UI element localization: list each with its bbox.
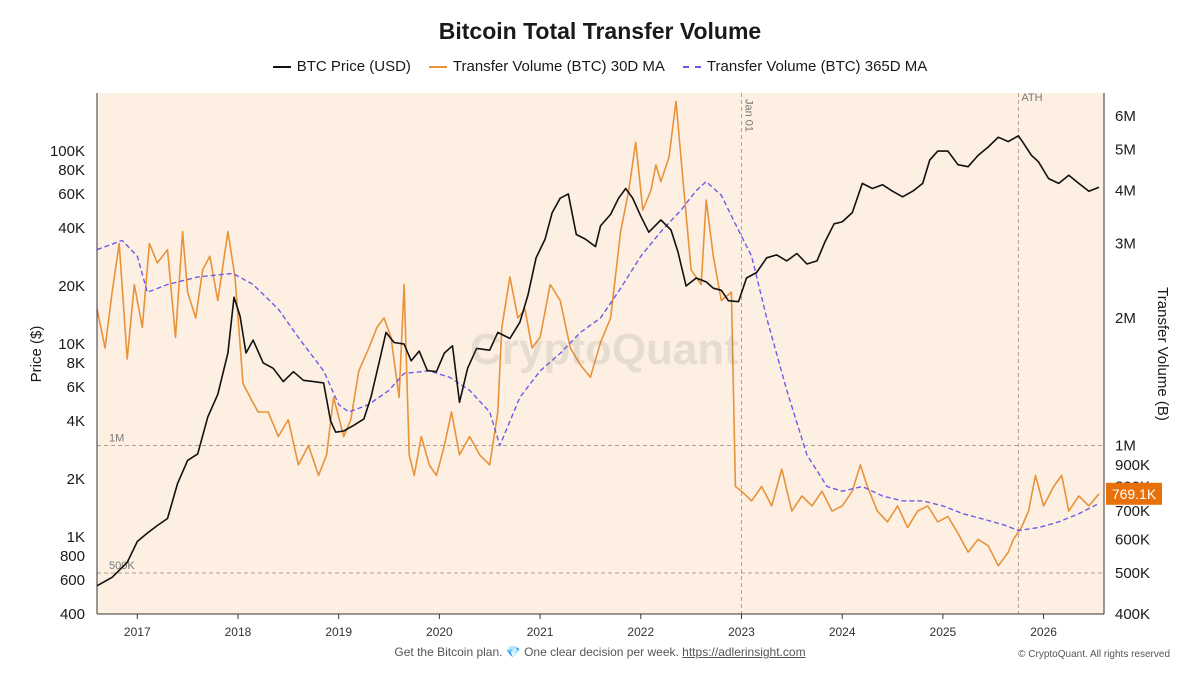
x-tick-label-2: 2019 (325, 625, 352, 639)
x-tick-label-6: 2023 (728, 625, 755, 639)
current-value-badge (1106, 482, 1162, 505)
reference-line-label-0: 1M (109, 433, 124, 445)
reference-line-label-1: 500K (109, 560, 135, 572)
plot-background (97, 93, 1104, 614)
y-tick-label-8: 10K (58, 336, 85, 353)
y-tick-label-13: 100K (50, 143, 85, 160)
y2-tick-label-7: 2M (1115, 310, 1136, 327)
series-line-2 (96, 180, 1100, 532)
y-axis-label: Price ($) (28, 326, 45, 383)
x-tick-label-7: 2024 (829, 625, 856, 639)
legend-item-btc-price[interactable]: BTC Price (USD) (272, 58, 411, 75)
chart-legend: BTC Price (USD) Transfer Volume (BTC) 30… (0, 58, 1200, 75)
x-tick-label-0: 2017 (124, 625, 151, 639)
y-tick-label-7: 8K (67, 355, 85, 372)
series-line-0 (96, 135, 1100, 587)
y-tick-label-10: 40K (58, 220, 85, 237)
y-tick-label-11: 60K (58, 186, 85, 203)
y-tick-label-6: 6K (67, 379, 85, 396)
footer-link[interactable]: https://adlerinsight.com (682, 645, 806, 659)
vertical-marker-label-0: Jan 01 (742, 99, 754, 132)
chart-title: Bitcoin Total Transfer Volume (438, 18, 762, 44)
y-tick-label-1: 600 (60, 572, 85, 589)
legend-label-volume-365d: Transfer Volume (BTC) 365D MA (706, 58, 928, 75)
x-tick-label-1: 2018 (225, 625, 252, 639)
legend-label-volume-30d: Transfer Volume (BTC) 30D MA (452, 58, 665, 75)
y-tick-label-0: 400 (60, 606, 85, 623)
copyright-notice: © CryptoQuant. All rights reserved (1018, 649, 1170, 660)
legend-swatch-volume-365d (682, 65, 701, 68)
axes: 2017 2018 2019 2020 2021 2022 2023 2024 2025 2026… (50, 93, 1162, 639)
x-tick-label-4: 2021 (527, 625, 554, 639)
x-tick-label-9: 2026 (1030, 625, 1057, 639)
x-tick-label-5: 2022 (627, 625, 654, 639)
reference-lines: 1M 500K Jan 01 ATH (97, 92, 1104, 614)
y2-tick-label-3: 700K (1115, 503, 1150, 520)
x-tick-label-8: 2025 (930, 625, 957, 639)
legend-label-btc-price: BTC Price (USD) (296, 58, 411, 75)
y2-tick-label-8: 3M (1115, 235, 1136, 252)
y2-axis-label: Transfer Volume (B) (1154, 287, 1171, 421)
legend-item-volume-365d[interactable]: Transfer Volume (BTC) 365D MA (682, 58, 928, 75)
legend-swatch-btc-price (272, 65, 291, 68)
y-tick-label-4: 2K (67, 471, 85, 488)
series-lines (96, 100, 1100, 587)
y2-tick-label-5: 900K (1115, 457, 1150, 474)
y2-tick-label-11: 6M (1115, 108, 1136, 125)
footer-note: Get the Bitcoin plan. 💎 One clear decisi… (0, 645, 1200, 659)
y-tick-label-2: 800 (60, 548, 85, 565)
y-tick-label-5: 4K (67, 413, 85, 430)
y2-tick-label-0: 400K (1115, 606, 1150, 623)
watermark-logo: CryptoQuant (470, 325, 739, 374)
current-value-badge-label: 769.1K (1112, 486, 1157, 502)
legend-swatch-volume-30d (428, 65, 447, 68)
y-tick-label-3: 1K (67, 529, 85, 546)
y-tick-label-9: 20K (58, 278, 85, 295)
x-tick-label-3: 2020 (426, 625, 453, 639)
y2-tick-label-6: 1M (1115, 438, 1136, 455)
y2-tick-label-9: 4M (1115, 183, 1136, 200)
footer-text: Get the Bitcoin plan. 💎 One clear decisi… (394, 645, 679, 659)
vertical-marker-label-1: ATH (1021, 92, 1042, 104)
series-line-1 (96, 100, 1100, 567)
y2-tick-label-2: 600K (1115, 531, 1150, 548)
y-tick-label-12: 80K (58, 162, 85, 179)
legend-item-volume-30d[interactable]: Transfer Volume (BTC) 30D MA (428, 58, 665, 75)
y2-tick-label-10: 5M (1115, 142, 1136, 159)
y2-tick-label-1: 500K (1115, 565, 1150, 582)
